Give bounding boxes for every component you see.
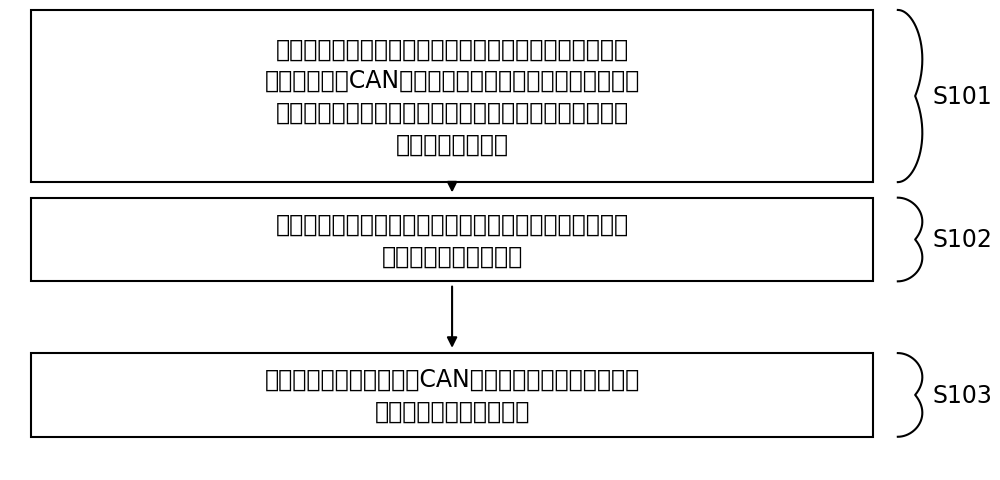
Text: S101: S101: [932, 85, 992, 109]
Text: S102: S102: [932, 228, 992, 252]
FancyBboxPatch shape: [31, 11, 873, 183]
Text: S103: S103: [932, 383, 992, 407]
FancyBboxPatch shape: [31, 198, 873, 282]
FancyBboxPatch shape: [31, 353, 873, 437]
Text: 根据相对行驶信息和车辆CAN信号，对交通标识识别功能
进行测试，生成测试结果: 根据相对行驶信息和车辆CAN信号，对交通标识识别功能 进行测试，生成测试结果: [264, 367, 640, 423]
Text: 根据行驶数据和第一测试点定位信息得到测试车辆相对于
测试点的相对行驶信息: 根据行驶数据和第一测试点定位信息得到测试车辆相对于 测试点的相对行驶信息: [276, 212, 629, 268]
Text: 获取测试车辆的行驶数据、与测试车辆的交通标识识别功
能相关的车辆CAN信号，以及获取来自打点设备的至少一
个测试点的第一测试点定位信息，其中，测试点的所在位
置: 获取测试车辆的行驶数据、与测试车辆的交通标识识别功 能相关的车辆CAN信号，以及…: [264, 37, 640, 156]
